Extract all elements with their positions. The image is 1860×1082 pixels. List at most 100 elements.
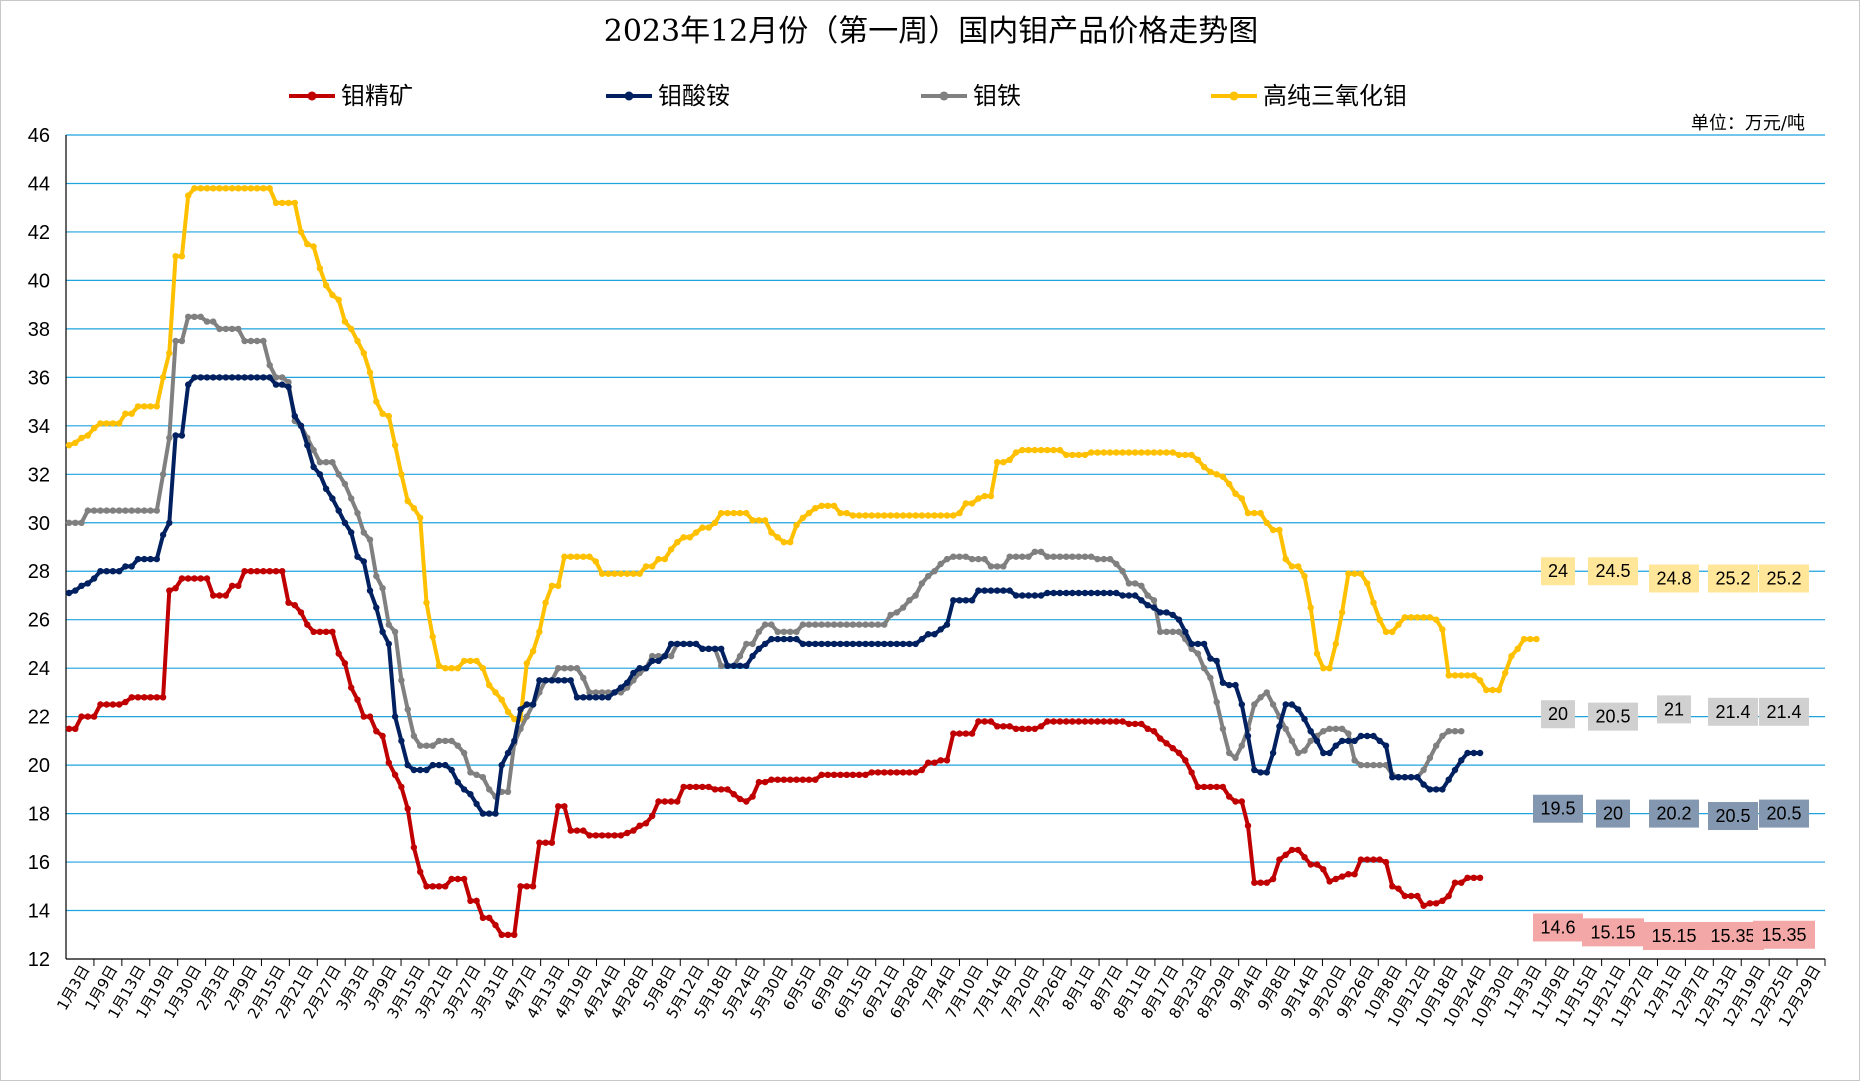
data-point bbox=[235, 582, 242, 589]
data-point bbox=[78, 713, 85, 720]
data-point bbox=[1031, 592, 1039, 599]
value-label: 15.15 bbox=[1582, 918, 1644, 947]
data-point bbox=[210, 318, 217, 325]
data-point bbox=[285, 383, 292, 391]
data-point bbox=[555, 665, 562, 672]
data-point bbox=[1244, 732, 1252, 740]
data-point bbox=[1169, 628, 1177, 635]
data-point bbox=[235, 185, 242, 192]
data-point bbox=[1238, 701, 1246, 708]
data-point bbox=[718, 662, 725, 669]
data-point bbox=[141, 507, 148, 514]
data-point bbox=[417, 514, 424, 522]
data-point bbox=[686, 640, 694, 648]
data-point bbox=[185, 381, 192, 388]
data-point bbox=[755, 517, 763, 524]
data-point bbox=[805, 509, 813, 517]
data-point bbox=[1226, 681, 1233, 689]
data-point bbox=[191, 185, 198, 192]
data-point bbox=[1439, 897, 1446, 904]
data-point bbox=[385, 759, 392, 766]
value-label-box bbox=[1753, 920, 1815, 949]
data-point bbox=[1188, 769, 1195, 776]
data-point bbox=[253, 185, 261, 192]
data-point bbox=[1307, 728, 1314, 735]
data-point bbox=[899, 769, 907, 776]
data-point bbox=[705, 783, 712, 791]
data-point bbox=[266, 362, 273, 369]
data-point bbox=[1081, 553, 1089, 560]
data-point bbox=[1131, 580, 1139, 587]
data-point bbox=[1464, 672, 1471, 679]
data-point bbox=[868, 640, 875, 648]
value-label: 20.5 bbox=[1759, 799, 1809, 828]
data-point bbox=[943, 757, 951, 764]
data-point bbox=[322, 282, 330, 289]
data-point bbox=[1395, 885, 1402, 892]
data-point bbox=[1063, 451, 1070, 459]
data-point bbox=[1182, 451, 1189, 459]
data-point bbox=[1313, 650, 1321, 657]
data-point bbox=[617, 684, 625, 691]
y-tick-label: 34 bbox=[28, 416, 50, 438]
data-point bbox=[1458, 728, 1465, 735]
data-point bbox=[467, 897, 474, 904]
data-point bbox=[1301, 747, 1308, 754]
data-point bbox=[780, 628, 788, 635]
data-point bbox=[1063, 589, 1070, 597]
value-label-text: 21.4 bbox=[1715, 702, 1750, 722]
data-point bbox=[1414, 614, 1421, 621]
data-point bbox=[1081, 718, 1089, 725]
data-point bbox=[335, 296, 342, 303]
data-point bbox=[448, 875, 455, 883]
data-point bbox=[630, 669, 637, 677]
data-point bbox=[1131, 449, 1139, 456]
data-point bbox=[730, 509, 737, 517]
data-point bbox=[410, 844, 418, 851]
data-point bbox=[667, 640, 675, 648]
data-point bbox=[1313, 737, 1321, 745]
data-point bbox=[297, 228, 305, 236]
data-point bbox=[1401, 614, 1409, 621]
data-point bbox=[1420, 614, 1427, 621]
data-point bbox=[1006, 553, 1013, 560]
data-point bbox=[322, 459, 330, 466]
data-point bbox=[1426, 754, 1434, 761]
data-point bbox=[617, 832, 625, 839]
data-point bbox=[341, 318, 349, 325]
data-point bbox=[887, 769, 894, 776]
data-point bbox=[304, 240, 311, 248]
data-point bbox=[862, 771, 869, 778]
y-tick-label: 28 bbox=[28, 561, 50, 583]
data-point bbox=[736, 662, 744, 669]
data-point bbox=[1019, 446, 1026, 454]
data-point bbox=[147, 403, 154, 410]
value-label: 21 bbox=[1657, 695, 1691, 724]
data-point bbox=[310, 463, 317, 471]
data-point bbox=[159, 471, 167, 478]
y-tick-label: 40 bbox=[28, 270, 50, 292]
value-label-box bbox=[1588, 702, 1638, 731]
data-point bbox=[1476, 874, 1484, 881]
data-point bbox=[260, 374, 267, 381]
data-point bbox=[1100, 555, 1108, 563]
data-point bbox=[141, 694, 148, 701]
data-point bbox=[1263, 769, 1271, 776]
data-point bbox=[1288, 563, 1296, 570]
value-label-box bbox=[1759, 697, 1809, 726]
data-point bbox=[329, 628, 336, 635]
data-point bbox=[586, 689, 593, 696]
data-point bbox=[410, 505, 418, 512]
data-point bbox=[1527, 635, 1534, 643]
data-point bbox=[128, 694, 135, 701]
data-point bbox=[968, 730, 976, 737]
data-point bbox=[1320, 749, 1327, 757]
data-point bbox=[84, 580, 92, 587]
data-point bbox=[943, 512, 951, 519]
data-point bbox=[1100, 718, 1108, 725]
data-point bbox=[1458, 879, 1465, 886]
data-point bbox=[1219, 679, 1227, 686]
data-point bbox=[674, 798, 681, 805]
y-tick-label: 32 bbox=[28, 464, 50, 486]
data-point bbox=[1131, 720, 1139, 728]
